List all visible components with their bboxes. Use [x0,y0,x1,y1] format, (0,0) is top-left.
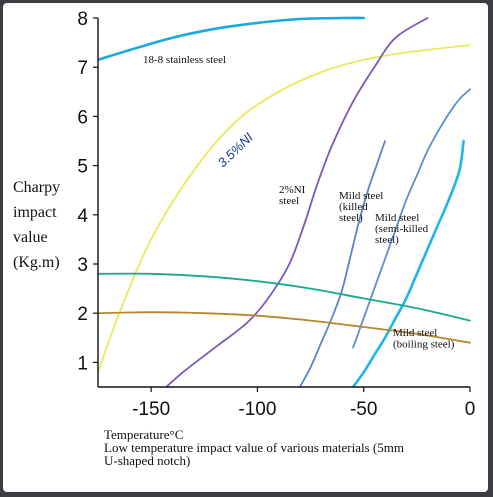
x-tick-label: -150 [132,399,170,420]
y-tick-label: 3 [77,255,88,276]
series-line-teal [98,272,471,322]
y-tick-label: 4 [77,206,88,227]
series-label-stainless-18-8: 18-8 stainless steel [143,54,226,66]
y-axis-label-line-2: impact [13,204,57,221]
series-line-mild-semi-killed [352,88,471,349]
series-label-mild-semi-killed: (semi-killed [375,223,429,235]
x-tick-label: -50 [350,399,377,420]
series-label-mild-boiling: Mild steel [393,327,437,339]
y-tick-label: 8 [77,9,88,30]
chart-caption-line-2: U-shaped notch) [104,453,191,468]
x-tick-label: 0 [465,399,476,420]
series-line-nickel-2 [164,17,429,387]
chart-frame: 18-8 stainless steel 3.5%NI 2%NI steel Mild … [3,3,488,492]
series-label-mild-semi-killed: Mild steel [375,212,419,224]
y-axis-label-line-4: (Kg.m) [13,254,60,271]
series-label-nickel-2: 2%NI [279,184,306,196]
y-axis-label-line-3: value [13,229,48,246]
y-axis-label-line-1: Charpy [13,179,61,196]
x-axis-label: Temperature°C [104,427,184,442]
series-label-mild-killed: (killed [339,201,368,213]
y-tick-label: 2 [77,304,88,325]
series-line-nickel-3-5 [98,44,471,374]
x-tick-label: -100 [238,399,276,420]
y-tick-label: 1 [77,353,88,374]
y-tick-label: 5 [77,157,88,178]
series-label-mild-killed: steel) [339,212,363,224]
series-label-mild-boiling: (boiling steel) [393,339,455,351]
series-label-mild-semi-killed: steel) [375,234,399,246]
series-line-stainless-18-8 [98,16,365,62]
series-line-mild-killed [299,140,386,387]
series-line-brown [98,311,471,344]
y-tick-label: 6 [77,107,88,128]
series-label-mild-killed: Mild steel [339,190,383,202]
series-label-nickel-2: steel [279,195,299,207]
y-tick-label: 7 [77,58,88,79]
series-line-mild-boiling [351,139,465,387]
chart-caption-line-1: Low temperature impact value of various … [104,440,404,455]
